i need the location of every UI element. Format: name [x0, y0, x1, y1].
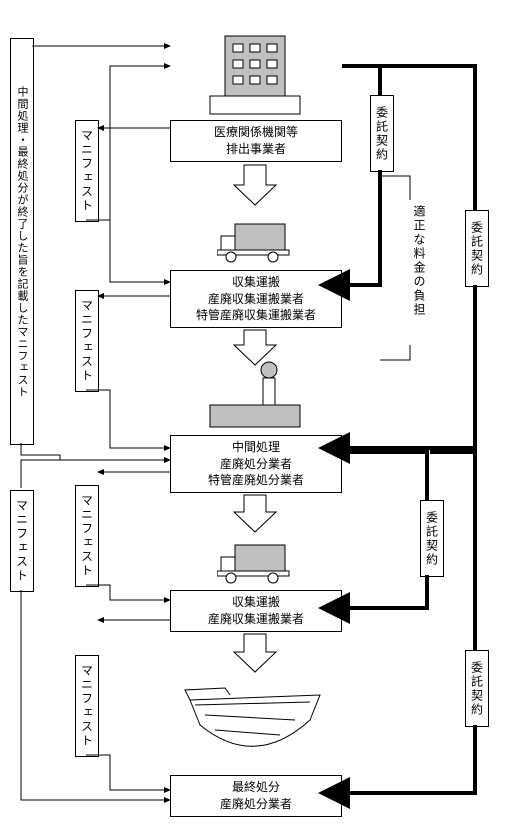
truck-icon — [217, 214, 297, 269]
contract-box: 委託契約 — [370, 95, 394, 172]
fee-text: 適正な料金の負担 — [411, 205, 428, 317]
down-arrow-icon — [234, 634, 276, 672]
contract-box: 委託契約 — [465, 210, 489, 287]
landfill-icon — [180, 680, 330, 775]
manifest-box: マニフェスト — [10, 490, 34, 592]
node-final: 最終処分 産廃処分業者 — [170, 775, 342, 817]
manifest-box: マニフェスト — [75, 655, 99, 757]
node-label: 収集運搬 産廃収集運搬業者 — [208, 594, 304, 628]
manifest-label: マニフェスト — [79, 129, 96, 213]
down-arrow-icon — [234, 165, 276, 205]
manifest-label: マニフェスト — [14, 499, 31, 583]
contract-label: 委託契約 — [469, 221, 486, 277]
manifest-box-long: 中間処理・最終処分が終了した旨を記載したマニフェスト — [10, 38, 34, 445]
plant-icon — [205, 360, 305, 435]
truck-icon — [217, 535, 297, 590]
manifest-label: マニフェスト — [79, 494, 96, 578]
node-collect1: 収集運搬 産廃収集運搬業者 特管産廃収集運搬業者 — [170, 270, 342, 328]
contract-label: 委託契約 — [424, 511, 441, 567]
manifest-box: マニフェスト — [75, 290, 99, 392]
node-label: 医療関係機関等 排出事業者 — [214, 124, 298, 158]
manifest-label: マニフェスト — [79, 664, 96, 748]
node-label: 中間処理 産廃処分業者 特管産廃処分業者 — [208, 439, 304, 489]
contract-box: 委託契約 — [465, 650, 489, 727]
contract-box: 委託契約 — [420, 500, 444, 577]
manifest-box: マニフェスト — [75, 485, 99, 587]
node-label: 最終処分 産廃処分業者 — [220, 779, 292, 813]
down-arrow-icon — [234, 495, 276, 532]
manifest-label: マニフェスト — [79, 299, 96, 383]
node-intermediate: 中間処理 産廃処分業者 特管産廃処分業者 — [170, 435, 342, 493]
manifest-label: 中間処理・最終処分が終了した旨を記載したマニフェスト — [14, 86, 30, 398]
node-collect2: 収集運搬 産廃収集運搬業者 — [170, 590, 342, 632]
node-label: 収集運搬 産廃収集運搬業者 特管産廃収集運搬業者 — [196, 274, 316, 324]
diagram-canvas: 医療関係機関等 排出事業者 収集運搬 産廃収集運搬業者 特管産廃収集運搬業者 中… — [0, 0, 507, 830]
node-emitter: 医療関係機関等 排出事業者 — [170, 120, 342, 162]
building-icon — [205, 26, 305, 121]
contract-label: 委託契約 — [374, 106, 391, 162]
manifest-box: マニフェスト — [75, 120, 99, 222]
contract-label: 委託契約 — [469, 661, 486, 717]
